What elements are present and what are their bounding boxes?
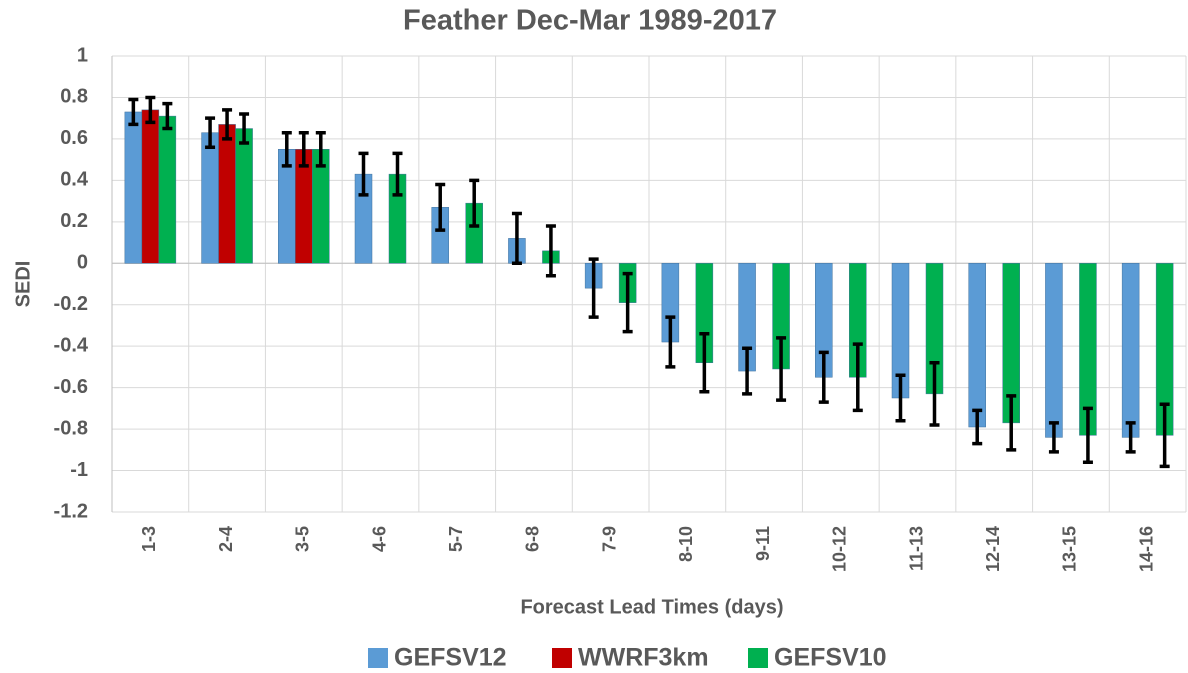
y-tick-label: -0.8: [54, 417, 88, 439]
error-bar: [972, 408, 983, 446]
x-tick-label: 2-4: [216, 526, 236, 552]
bar: [968, 263, 986, 428]
y-tick-label: 0.8: [60, 86, 88, 108]
legend-swatch: [748, 648, 768, 668]
error-bar: [622, 271, 633, 334]
x-tick-label: 14-16: [1136, 526, 1156, 572]
error-bar: [742, 346, 753, 396]
error-bar: [1125, 421, 1136, 454]
x-axis-label: Forecast Lead Times (days): [520, 596, 783, 618]
y-tick-label: -1: [70, 459, 88, 481]
x-tick-label: 10-12: [830, 526, 850, 572]
x-tick-label: 12-14: [983, 526, 1003, 572]
bar: [141, 109, 160, 264]
y-axis-label: SEDI: [12, 261, 34, 308]
y-tick-label: -0.2: [54, 293, 88, 315]
y-tick-label: 0: [77, 252, 88, 274]
x-tick-label: 11-13: [906, 526, 926, 571]
x-tick-label: 4-6: [369, 526, 389, 552]
bar: [1121, 263, 1140, 438]
bar: [1045, 263, 1063, 438]
legend-swatch: [368, 648, 388, 668]
y-tick-label: 0.2: [60, 210, 88, 232]
y-tick-label: 0.4: [60, 169, 89, 191]
x-tick-label: 1-3: [139, 526, 159, 552]
error-bar: [1082, 406, 1093, 465]
error-bar: [358, 151, 369, 197]
error-bar: [281, 130, 292, 168]
error-bar: [145, 95, 156, 125]
error-bar: [929, 361, 940, 427]
error-bar: [511, 211, 522, 266]
x-tick-label: 3-5: [293, 526, 313, 552]
bar: [124, 111, 143, 264]
legend-label: GEFSV12: [394, 644, 507, 672]
error-bar: [1048, 421, 1059, 454]
error-bar: [205, 116, 216, 149]
error-bar: [392, 151, 403, 197]
error-bar: [818, 350, 829, 404]
bar: [218, 124, 236, 264]
error-bar: [545, 224, 556, 278]
legend-label: GEFSV10: [774, 644, 887, 672]
error-bar: [469, 178, 480, 228]
error-bar: [298, 130, 309, 168]
x-tick-label: 7-9: [599, 526, 619, 552]
y-tick-label: 1: [77, 44, 88, 66]
x-tick-label: 6-8: [523, 526, 543, 552]
error-bar: [128, 97, 139, 127]
error-bar: [588, 257, 599, 319]
error-bar: [1006, 394, 1017, 452]
error-bar: [852, 342, 863, 413]
error-bar: [776, 336, 787, 402]
x-tick-label: 5-7: [446, 526, 466, 552]
x-tick-label: 8-10: [676, 526, 696, 562]
error-bar: [895, 373, 906, 423]
error-bar: [699, 331, 710, 394]
chart-title: Feather Dec-Mar 1989-2017: [403, 5, 777, 37]
x-tick-label: 13-15: [1060, 526, 1080, 572]
error-bar: [222, 108, 233, 141]
y-tick-label: -1.2: [54, 500, 88, 522]
error-bar: [162, 101, 173, 131]
error-bar: [435, 182, 446, 232]
error-bar: [239, 112, 250, 145]
bar: [201, 132, 219, 264]
legend-swatch: [552, 648, 572, 668]
bar: [158, 115, 177, 264]
y-tick-label: 0.6: [60, 127, 88, 149]
y-tick-label: -0.6: [54, 376, 88, 398]
y-tick-label: -0.4: [54, 334, 89, 356]
bar: [235, 128, 253, 264]
error-bar: [665, 315, 676, 369]
error-bar: [1159, 402, 1170, 469]
x-tick-label: 9-11: [753, 526, 773, 561]
error-bar: [315, 130, 326, 168]
legend-label: WWRF3km: [578, 644, 709, 672]
